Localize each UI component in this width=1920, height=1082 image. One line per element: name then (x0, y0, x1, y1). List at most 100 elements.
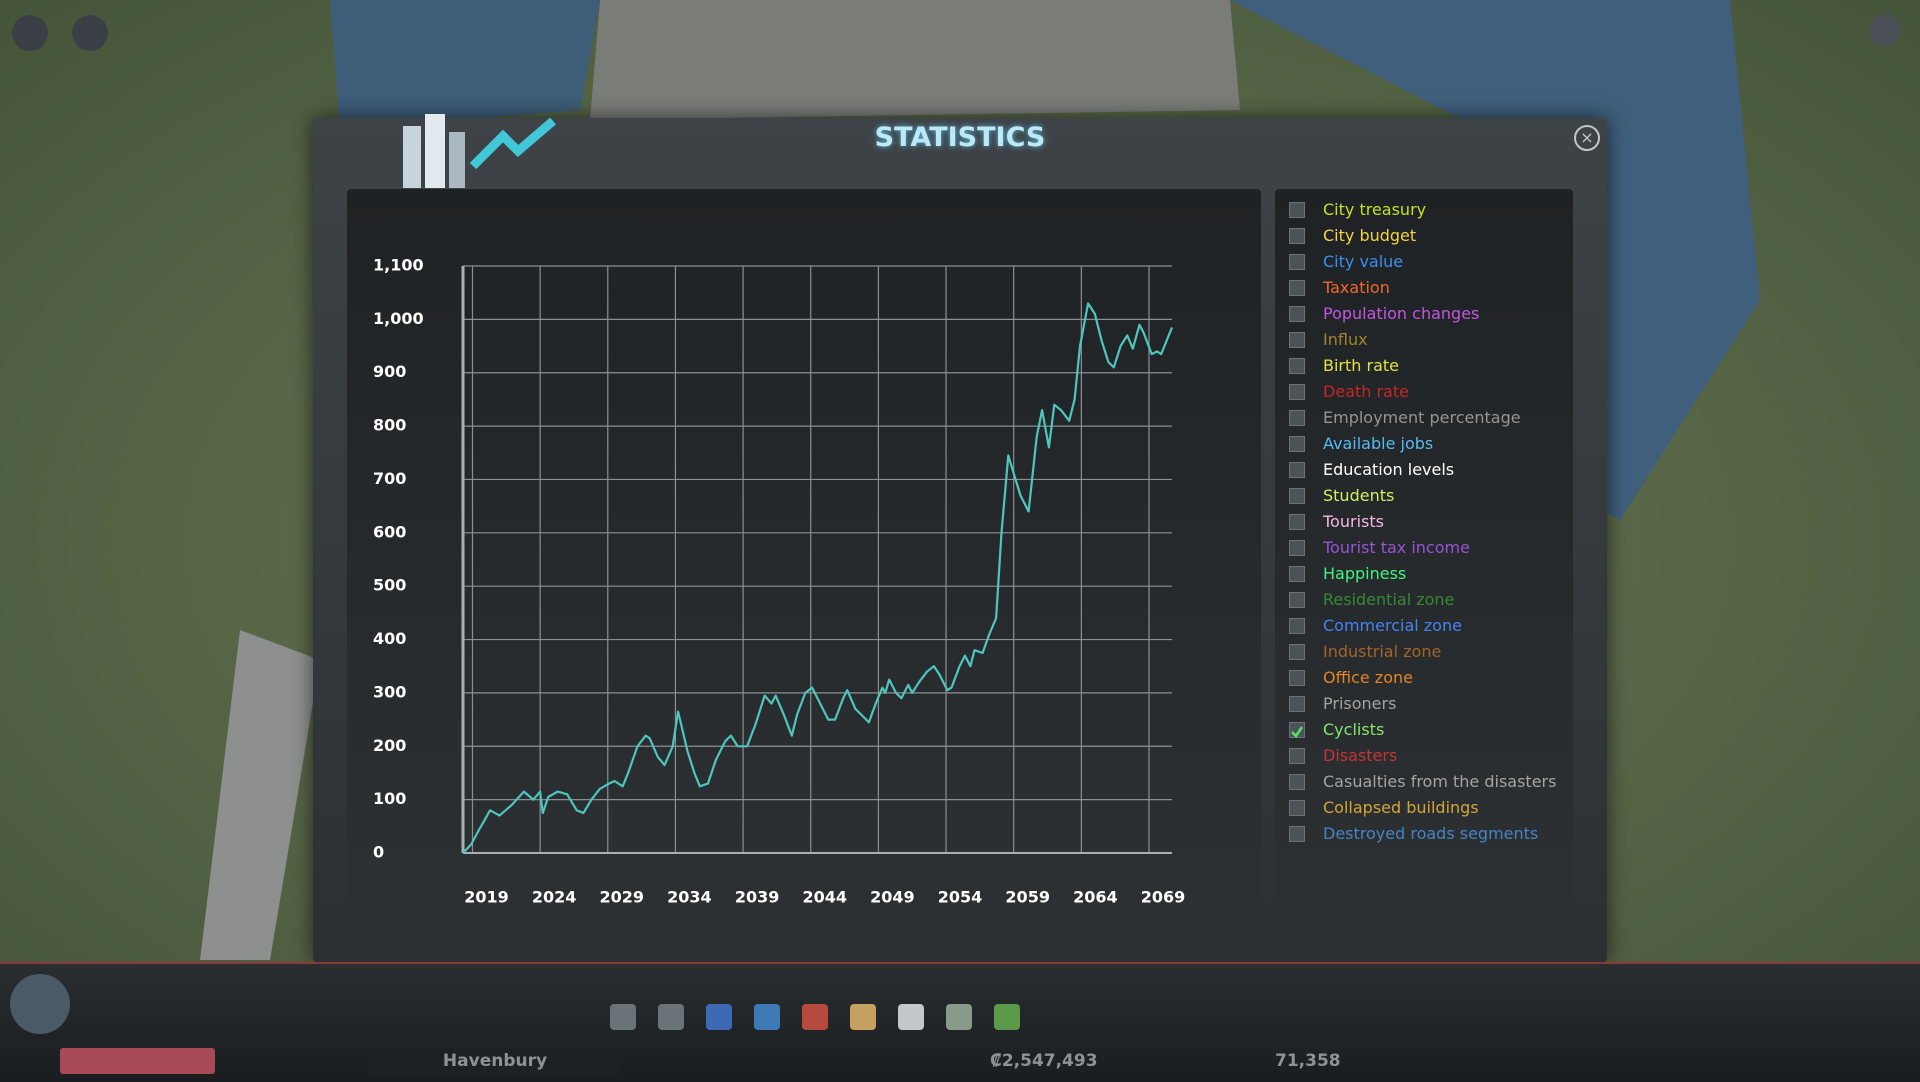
checkbox[interactable] (1289, 826, 1305, 842)
legend-label: Prisoners (1323, 694, 1397, 713)
y-tick-label: 200 (373, 736, 406, 755)
legend-label: Employment percentage (1323, 408, 1521, 427)
y-tick-label: 500 (373, 576, 406, 595)
checkbox[interactable] (1289, 462, 1305, 478)
legend-label: Residential zone (1323, 590, 1455, 609)
legend-label: Happiness (1323, 564, 1407, 583)
checkbox[interactable] (1289, 306, 1305, 322)
legend-label: Office zone (1323, 668, 1413, 687)
x-tick-label: 2019 (464, 888, 509, 907)
chart-panel: 0 100 200 300 400 500 600 700 800 900 1,000 1,100 20… (347, 189, 1261, 931)
x-tick-label: 2034 (667, 888, 712, 907)
y-tick-label: 1,100 (373, 256, 424, 275)
y-tick-label: 700 (373, 469, 406, 488)
legend-label: City budget (1323, 226, 1417, 245)
legend-label: Death rate (1323, 382, 1409, 401)
legend-label: Education levels (1323, 460, 1455, 479)
checkbox[interactable] (1289, 202, 1305, 218)
legend-label: Available jobs (1323, 434, 1434, 453)
tool-button[interactable] (946, 1004, 972, 1030)
y-tick-label: 100 (373, 789, 406, 808)
y-tick-label: 400 (373, 629, 406, 648)
map-button[interactable] (12, 15, 48, 51)
tool-button[interactable] (850, 1004, 876, 1030)
checkbox[interactable] (1289, 514, 1305, 530)
checkbox[interactable] (1289, 410, 1305, 426)
tool-button[interactable] (658, 1004, 684, 1030)
legend-label: Commercial zone (1323, 616, 1462, 635)
tool-button[interactable] (802, 1004, 828, 1030)
tool-button[interactable] (754, 1004, 780, 1030)
city-name: Havenbury (370, 1048, 620, 1074)
legend-label: Tourists (1323, 512, 1384, 531)
legend-label: Cyclists (1323, 720, 1385, 739)
statistics-icon (403, 114, 556, 188)
legend-label: Destroyed roads segments (1323, 824, 1539, 843)
checkbox[interactable] (1289, 280, 1305, 296)
y-tick-label: 300 (373, 682, 406, 701)
status-bar: Havenbury ₡2,547,493 71,358 (0, 962, 1920, 1082)
money: ₡2,547,493 (990, 1051, 1098, 1071)
checkbox[interactable] (1289, 618, 1305, 634)
legend-panel: City treasury City budget City value Taxati… (1275, 189, 1573, 931)
checkbox[interactable] (1289, 670, 1305, 686)
checkbox[interactable] (1289, 748, 1305, 764)
checkbox[interactable] (1289, 722, 1305, 738)
city-icon[interactable] (10, 974, 70, 1034)
checkbox[interactable] (1289, 696, 1305, 712)
x-tick-label: 2039 (735, 888, 780, 907)
legend-label: Students (1323, 486, 1395, 505)
tool-button[interactable] (898, 1004, 924, 1030)
checkbox[interactable] (1289, 436, 1305, 452)
legend-label: Birth rate (1323, 356, 1399, 375)
map-button[interactable] (72, 15, 108, 51)
legend-label: City treasury (1323, 200, 1427, 219)
legend-label: Population changes (1323, 304, 1480, 323)
checkbox[interactable] (1289, 332, 1305, 348)
toolbar (610, 1004, 1460, 1038)
population: 71,358 (1275, 1051, 1341, 1071)
x-tick-label: 2044 (802, 888, 847, 907)
statistics-window: STATISTICS × 0 100 200 300 400 500 600 700 800 90… (313, 114, 1607, 962)
x-tick-label: 2054 (938, 888, 983, 907)
tool-button[interactable] (706, 1004, 732, 1030)
y-tick-label: 900 (373, 362, 406, 381)
x-tick-label: 2029 (600, 888, 645, 907)
y-tick-label: 600 (373, 522, 406, 541)
checkbox[interactable] (1289, 488, 1305, 504)
legend-label: Casualties from the disasters (1323, 772, 1557, 791)
close-button[interactable]: × (1574, 125, 1600, 151)
legend-label: Collapsed buildings (1323, 798, 1479, 817)
progress-bar (60, 1048, 215, 1074)
checkbox[interactable] (1289, 228, 1305, 244)
checkbox[interactable] (1289, 644, 1305, 660)
checkbox[interactable] (1289, 774, 1305, 790)
checkbox[interactable] (1289, 254, 1305, 270)
checkbox[interactable] (1289, 384, 1305, 400)
tool-button[interactable] (610, 1004, 636, 1030)
x-tick-label: 2069 (1141, 888, 1186, 907)
legend-label: Influx (1323, 330, 1368, 349)
checkbox[interactable] (1289, 800, 1305, 816)
legend-label: Taxation (1323, 278, 1390, 297)
checkbox[interactable] (1289, 592, 1305, 608)
y-tick-label: 800 (373, 416, 406, 435)
checkbox[interactable] (1289, 358, 1305, 374)
window-title: STATISTICS (874, 122, 1046, 153)
y-tick-label: 1,000 (373, 309, 424, 328)
legend-label: Tourist tax income (1323, 538, 1470, 557)
checkbox[interactable] (1289, 566, 1305, 582)
x-tick-label: 2059 (1005, 888, 1050, 907)
x-tick-label: 2024 (532, 888, 577, 907)
data-line (462, 302, 1174, 854)
settings-button[interactable] (1869, 14, 1901, 46)
checkbox[interactable] (1289, 540, 1305, 556)
y-tick-label: 0 (373, 843, 384, 862)
tool-button[interactable] (994, 1004, 1020, 1030)
legend-label: City value (1323, 252, 1404, 271)
legend-label: Industrial zone (1323, 642, 1442, 661)
legend-label: Disasters (1323, 746, 1398, 765)
chart: 0 100 200 300 400 500 600 700 800 900 1,000 1,100 20… (373, 256, 1186, 907)
x-tick-label: 2049 (870, 888, 915, 907)
